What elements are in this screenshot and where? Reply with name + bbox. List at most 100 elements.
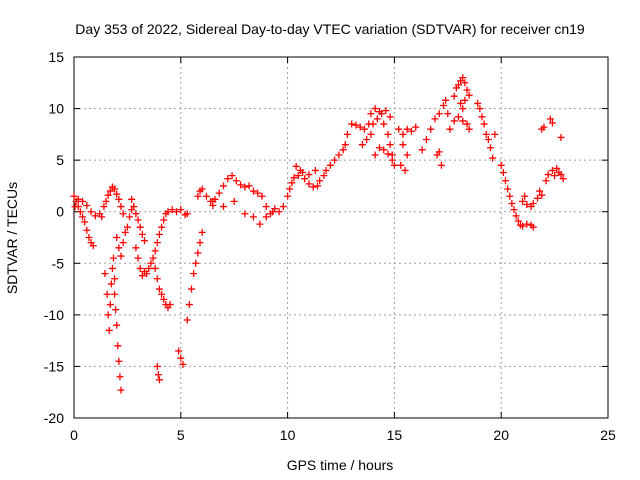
data-point xyxy=(519,197,527,205)
data-point xyxy=(294,172,302,180)
data-point xyxy=(322,166,330,174)
data-point xyxy=(360,125,368,133)
data-point xyxy=(288,179,296,187)
chart-title: Day 353 of 2022, Sidereal Day-to-day VTE… xyxy=(75,21,585,37)
data-point xyxy=(113,190,121,198)
data-point xyxy=(151,264,159,272)
data-point xyxy=(386,141,394,149)
data-point xyxy=(546,115,554,123)
data-point xyxy=(482,130,490,138)
data-point xyxy=(314,182,322,190)
data-point xyxy=(284,192,292,200)
data-point xyxy=(401,166,409,174)
data-point xyxy=(155,376,163,384)
data-point xyxy=(123,223,131,231)
data-point xyxy=(279,203,287,211)
data-point xyxy=(506,192,514,200)
data-point xyxy=(542,177,550,185)
data-point xyxy=(548,166,556,174)
data-point xyxy=(454,81,462,89)
data-point xyxy=(74,195,82,203)
data-point xyxy=(237,181,245,189)
axis-ticks: 0 5 10 15 20 25 -20 -15 -10 -5 0 5 10 15 xyxy=(44,49,616,443)
plot-frame xyxy=(73,56,609,419)
data-point xyxy=(367,130,375,138)
data-point xyxy=(119,210,127,218)
data-point xyxy=(104,311,112,319)
data-point xyxy=(81,218,89,226)
data-point xyxy=(412,123,420,131)
data-point xyxy=(101,270,109,278)
y-axis-label: SDTVAR / TECUs xyxy=(4,182,20,294)
data-point xyxy=(155,285,163,293)
data-point xyxy=(510,206,518,214)
data-point xyxy=(185,301,193,309)
data-point xyxy=(228,172,236,180)
data-point xyxy=(119,239,127,247)
data-point xyxy=(220,182,228,190)
data-points xyxy=(70,74,567,394)
data-point xyxy=(450,92,458,100)
data-point xyxy=(499,169,507,177)
data-point xyxy=(160,295,168,303)
data-point xyxy=(459,105,467,113)
data-point xyxy=(388,156,396,164)
data-point xyxy=(241,210,249,218)
data-point xyxy=(444,110,452,118)
data-point xyxy=(431,115,439,123)
data-point xyxy=(484,136,492,144)
data-point xyxy=(375,144,383,152)
data-point xyxy=(192,259,200,267)
data-point xyxy=(367,110,375,118)
data-point xyxy=(286,185,294,193)
x-tick-label: 10 xyxy=(280,427,296,443)
data-point xyxy=(529,223,537,231)
data-point xyxy=(83,202,91,210)
data-point xyxy=(175,347,183,355)
data-point xyxy=(292,162,300,170)
data-point xyxy=(559,175,567,183)
data-point xyxy=(380,146,388,154)
data-point xyxy=(158,223,166,231)
data-point xyxy=(183,210,191,218)
data-point xyxy=(130,203,138,211)
data-point xyxy=(121,228,129,236)
data-point xyxy=(262,213,270,221)
data-point xyxy=(403,125,411,133)
data-point xyxy=(399,130,407,138)
data-point xyxy=(136,264,144,272)
y-tick-label: 5 xyxy=(56,152,64,168)
data-point xyxy=(112,306,120,314)
data-point xyxy=(70,192,78,200)
data-point xyxy=(296,166,304,174)
data-point xyxy=(335,151,343,159)
data-point xyxy=(540,123,548,131)
data-point xyxy=(403,151,411,159)
data-point xyxy=(290,174,298,182)
data-point xyxy=(311,166,319,174)
data-point xyxy=(164,208,172,216)
data-point xyxy=(215,189,223,197)
data-point xyxy=(190,270,198,278)
y-tick-label: 0 xyxy=(56,204,64,220)
data-point xyxy=(523,220,531,228)
data-point xyxy=(153,362,161,370)
data-point xyxy=(198,185,206,193)
data-point xyxy=(126,213,134,221)
data-point xyxy=(202,192,210,200)
data-point xyxy=(132,210,140,218)
data-point xyxy=(155,230,163,238)
data-point xyxy=(183,316,191,324)
data-point xyxy=(79,213,87,221)
data-point xyxy=(102,197,110,205)
data-point xyxy=(352,121,360,129)
data-point xyxy=(111,290,119,298)
data-point xyxy=(140,237,148,245)
data-point xyxy=(339,146,347,154)
data-point xyxy=(358,141,366,149)
data-point xyxy=(534,194,542,202)
data-point xyxy=(245,182,253,190)
data-point xyxy=(114,342,122,350)
data-point xyxy=(115,195,123,203)
